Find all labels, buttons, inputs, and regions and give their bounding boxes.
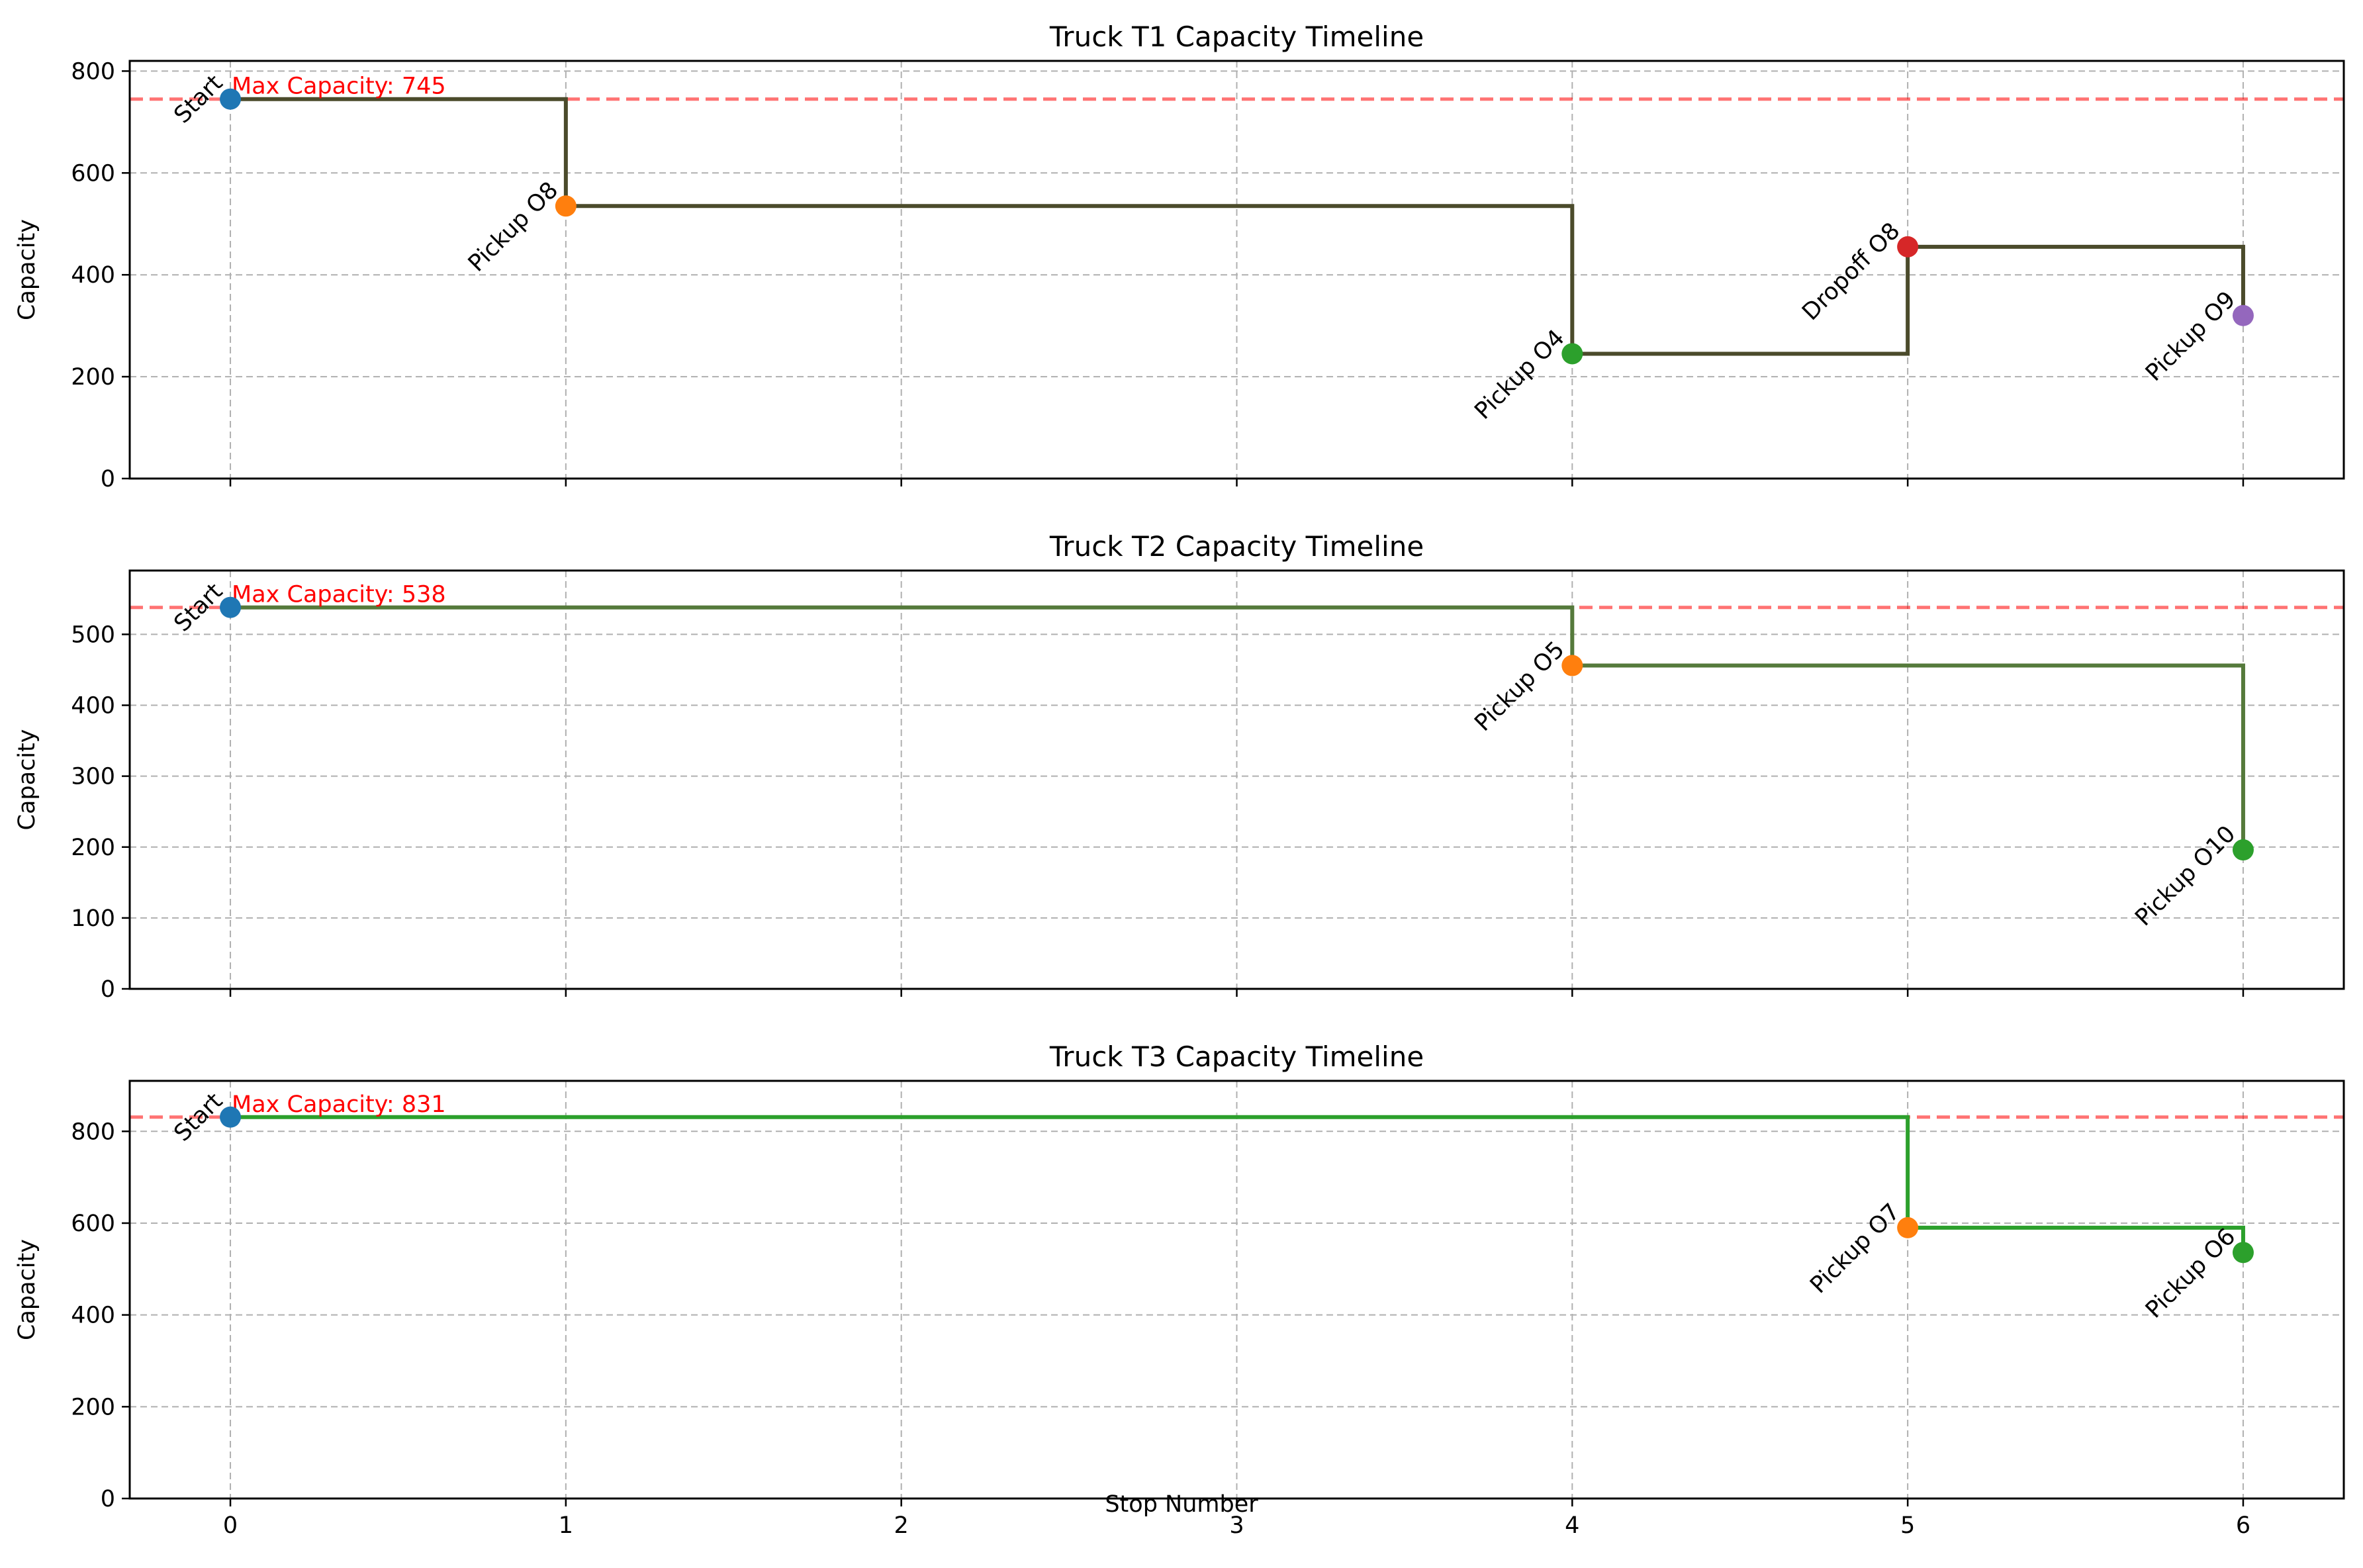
panel-3-title: Truck T3 Capacity Timeline [1049, 1040, 1424, 1073]
panel-2-stop-marker [1561, 655, 1583, 676]
panel-1-stop-marker [2232, 304, 2254, 326]
panel-3-stop-marker [220, 1106, 242, 1128]
panel-3-y-axis-label: Capacity [14, 1239, 40, 1340]
panel-1-y-tick-label: 0 [101, 466, 115, 492]
panel-2-stop-marker [220, 596, 242, 618]
panel-2-y-tick-label: 300 [71, 764, 115, 790]
panel-1-y-tick-label: 400 [71, 262, 115, 289]
panel-3-stop-marker [2232, 1242, 2254, 1264]
panel-3-stop-marker [1897, 1217, 1919, 1238]
panel-2-y-tick-label: 100 [71, 905, 115, 932]
panel-2-title: Truck T2 Capacity Timeline [1049, 530, 1424, 563]
panel-3-y-tick-label: 400 [71, 1303, 115, 1329]
panel-2-y-axis-label: Capacity [14, 729, 40, 831]
panel-1-stop-marker [1561, 343, 1583, 365]
panel-1-title: Truck T1 Capacity Timeline [1049, 21, 1424, 53]
panel-3-y-tick-label: 0 [101, 1486, 115, 1512]
panel-3-x-tick-label: 0 [223, 1512, 238, 1539]
panel-2-y-tick-label: 200 [71, 835, 115, 861]
panel-1-max-capacity-label: Max Capacity: 745 [232, 73, 446, 100]
panel-2-y-tick-label: 500 [71, 622, 115, 648]
panel-3-x-tick-label: 3 [1229, 1512, 1244, 1539]
panel-2-y-tick-label: 0 [101, 976, 115, 1003]
panel-3-x-tick-label: 6 [2236, 1512, 2250, 1539]
panel-1-y-tick-label: 600 [71, 160, 115, 187]
x-axis-label: Stop Number [1105, 1491, 1258, 1518]
panel-1-stop-marker [1897, 236, 1919, 257]
panel-3-x-tick-label: 2 [894, 1512, 909, 1539]
panel-3-x-tick-label: 5 [1900, 1512, 1915, 1539]
panel-1-stop-marker [555, 195, 577, 217]
panel-1-stop-marker [220, 88, 242, 110]
panel-3-y-tick-label: 200 [71, 1394, 115, 1420]
panel-3-y-tick-label: 600 [71, 1211, 115, 1237]
panel-3-y-tick-label: 800 [71, 1119, 115, 1145]
panel-3-x-tick-label: 1 [559, 1512, 573, 1539]
panel-2-y-tick-label: 400 [71, 693, 115, 719]
panel-3-x-tick-label: 4 [1565, 1512, 1579, 1539]
panel-3-max-capacity-label: Max Capacity: 831 [232, 1091, 446, 1118]
panel-1-y-tick-label: 800 [71, 58, 115, 85]
panel-1-y-tick-label: 200 [71, 364, 115, 391]
panel-2-max-capacity-label: Max Capacity: 538 [232, 582, 446, 608]
panel-2-stop-marker [2232, 839, 2254, 861]
panel-1-y-axis-label: Capacity [14, 219, 40, 320]
